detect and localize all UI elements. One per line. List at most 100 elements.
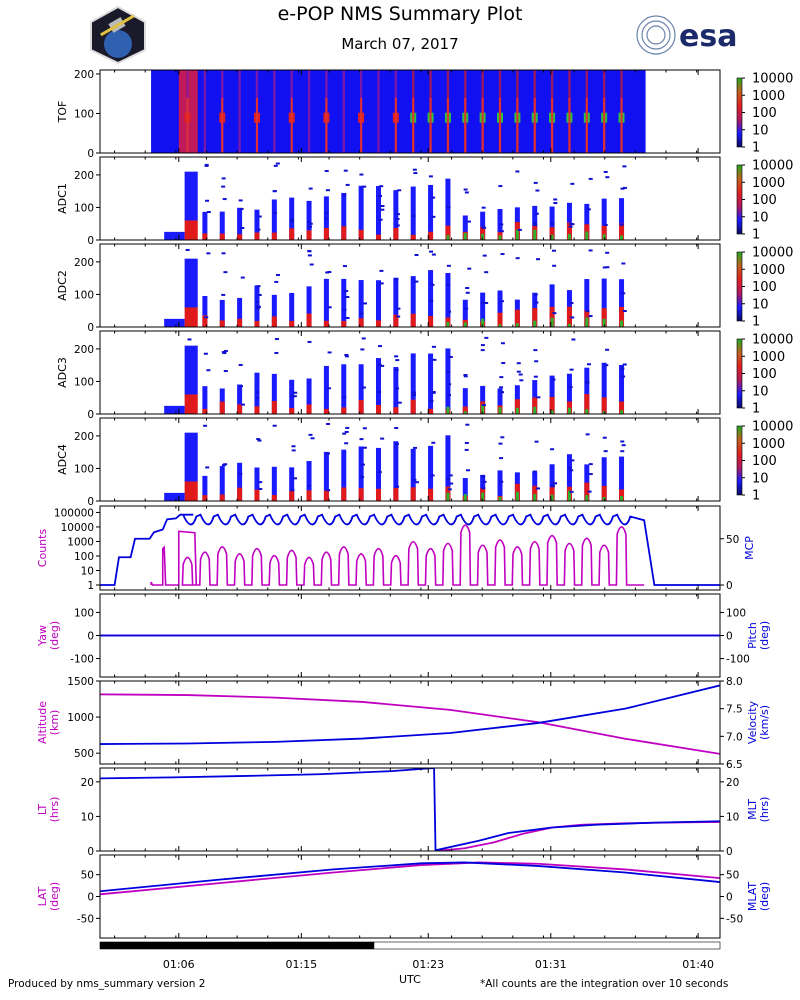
- adc-burst-blue: [410, 353, 416, 414]
- adc-burst-blue: [462, 215, 468, 240]
- adc-speckle: [395, 485, 400, 488]
- adc-speckle: [431, 196, 436, 199]
- adc-speckle: [516, 370, 521, 373]
- adc-speckle: [446, 264, 451, 267]
- adc-speckle: [604, 364, 609, 367]
- line-plot-LAT/MLAT: [100, 861, 720, 896]
- adc-burst-blue: [202, 211, 208, 240]
- adc-speckle: [326, 387, 331, 390]
- y-counts-tick-label: 1: [87, 580, 94, 592]
- adc-speckle: [446, 477, 451, 480]
- adc-speckle: [255, 300, 260, 303]
- tof-burst-line: [533, 98, 536, 153]
- adc-burst-blue: [428, 270, 434, 327]
- ylabel-right-Yaw/Pitch-line: Pitch: [746, 622, 759, 649]
- tof-burst-line: [186, 98, 189, 153]
- adc-burst-blue: [619, 279, 625, 327]
- ylabel-right-LAT/MLAT-line: (deg): [758, 882, 771, 911]
- tof-background: [151, 70, 646, 153]
- adc-burst-blue: [323, 451, 329, 501]
- adc-burst-red: [566, 401, 572, 414]
- adc-speckle: [484, 336, 489, 339]
- adc-burst-red: [375, 488, 381, 501]
- adc-speckle: [432, 358, 437, 361]
- adc-speckle: [223, 349, 228, 352]
- adc-burst-green: [533, 320, 537, 327]
- colorbar-label: 10: [752, 123, 769, 138]
- adc-speckle: [534, 301, 539, 304]
- adc-speckle: [500, 253, 505, 256]
- adc-burst-blue: [254, 209, 260, 240]
- esa-logo: esa: [636, 15, 737, 55]
- adc-speckle: [343, 169, 348, 172]
- adc-speckle: [585, 310, 590, 313]
- adc-burst-red: [566, 222, 572, 240]
- adc-speckle: [395, 387, 400, 390]
- adc-burst-red: [428, 231, 434, 240]
- adc-speckle: [536, 258, 541, 261]
- colorbar-label: 1: [752, 315, 760, 330]
- ylabel-ADC3: ADC3: [56, 357, 69, 388]
- adc-burst-green: [446, 492, 450, 501]
- page-title: e-POP NMS Summary Plot: [277, 3, 523, 25]
- colorbar-TOF: [736, 77, 743, 148]
- colorbar-label: 1000: [752, 437, 785, 452]
- panel-frame-Altitude/Velocity: [99, 680, 721, 765]
- adc-burst-blue: [341, 364, 347, 414]
- adc-speckle: [360, 348, 365, 351]
- adc-burst-red: [271, 316, 277, 327]
- epop-logo: [90, 5, 146, 65]
- adc-speckle: [481, 206, 486, 209]
- tof-burst-line: [273, 70, 276, 153]
- adc-speckle: [327, 351, 332, 354]
- adc-burst-green: [463, 232, 467, 240]
- adc-speckle: [324, 211, 329, 214]
- adc-speckle: [465, 423, 470, 426]
- ylabel-right-LT/MLT-line: (hrs): [758, 797, 771, 823]
- y-mcp-tick-label: 0: [726, 580, 733, 592]
- adc-burst-green: [620, 235, 624, 240]
- adc-speckle: [412, 478, 417, 481]
- adc-speckle: [291, 449, 296, 452]
- adc-burst-blue: [445, 272, 451, 327]
- adc-burst-red: [219, 401, 225, 414]
- adc-speckle: [345, 296, 350, 299]
- y-TOF-tick-label: 200: [74, 69, 94, 81]
- adc-speckle: [377, 390, 382, 393]
- adc-burst-blue: [375, 358, 381, 414]
- adc-burst-blue: [410, 276, 416, 327]
- adc-speckle: [342, 396, 347, 399]
- adc-burst-red: [306, 230, 312, 240]
- adc-speckle: [621, 375, 626, 378]
- colorbar-ADC2: [736, 251, 743, 322]
- adc-speckle: [344, 353, 349, 356]
- y-left-tick-label: 1500: [67, 676, 94, 688]
- adc-burst-green: [498, 235, 502, 240]
- esa-logo-ring-inner: [646, 25, 666, 45]
- adc-burst-red: [619, 401, 625, 414]
- adc-burst-green: [620, 410, 624, 414]
- adc-speckle: [206, 211, 211, 214]
- adc-burst-green: [481, 318, 485, 327]
- spectrogram-TOF: [151, 70, 646, 153]
- adc-burst-red: [219, 494, 225, 501]
- ylabel-left-LAT/MLAT-line: LAT: [36, 886, 49, 906]
- tof-burst-line: [307, 70, 311, 153]
- adc-speckle: [272, 212, 277, 215]
- adc-burst-red: [549, 306, 555, 327]
- adc-speckle: [274, 280, 279, 283]
- footer-producer-note: Produced by nms_summary version 2: [8, 978, 206, 990]
- adc-burst-blue: [445, 178, 451, 240]
- adc-burst-red: [584, 482, 590, 501]
- adc-speckle: [309, 263, 314, 266]
- adc-speckle: [307, 249, 312, 252]
- adc-speckle: [256, 438, 261, 441]
- tof-burst-line: [360, 98, 363, 153]
- y-TOF-tick-label: 0: [87, 148, 94, 160]
- adc-burst-blue: [202, 475, 208, 501]
- adc-burst-blue: [601, 457, 607, 501]
- adc-speckle: [484, 271, 489, 274]
- adc-speckle: [448, 474, 453, 477]
- adc-speckle: [378, 345, 383, 348]
- adc-initial-burst: [184, 171, 198, 221]
